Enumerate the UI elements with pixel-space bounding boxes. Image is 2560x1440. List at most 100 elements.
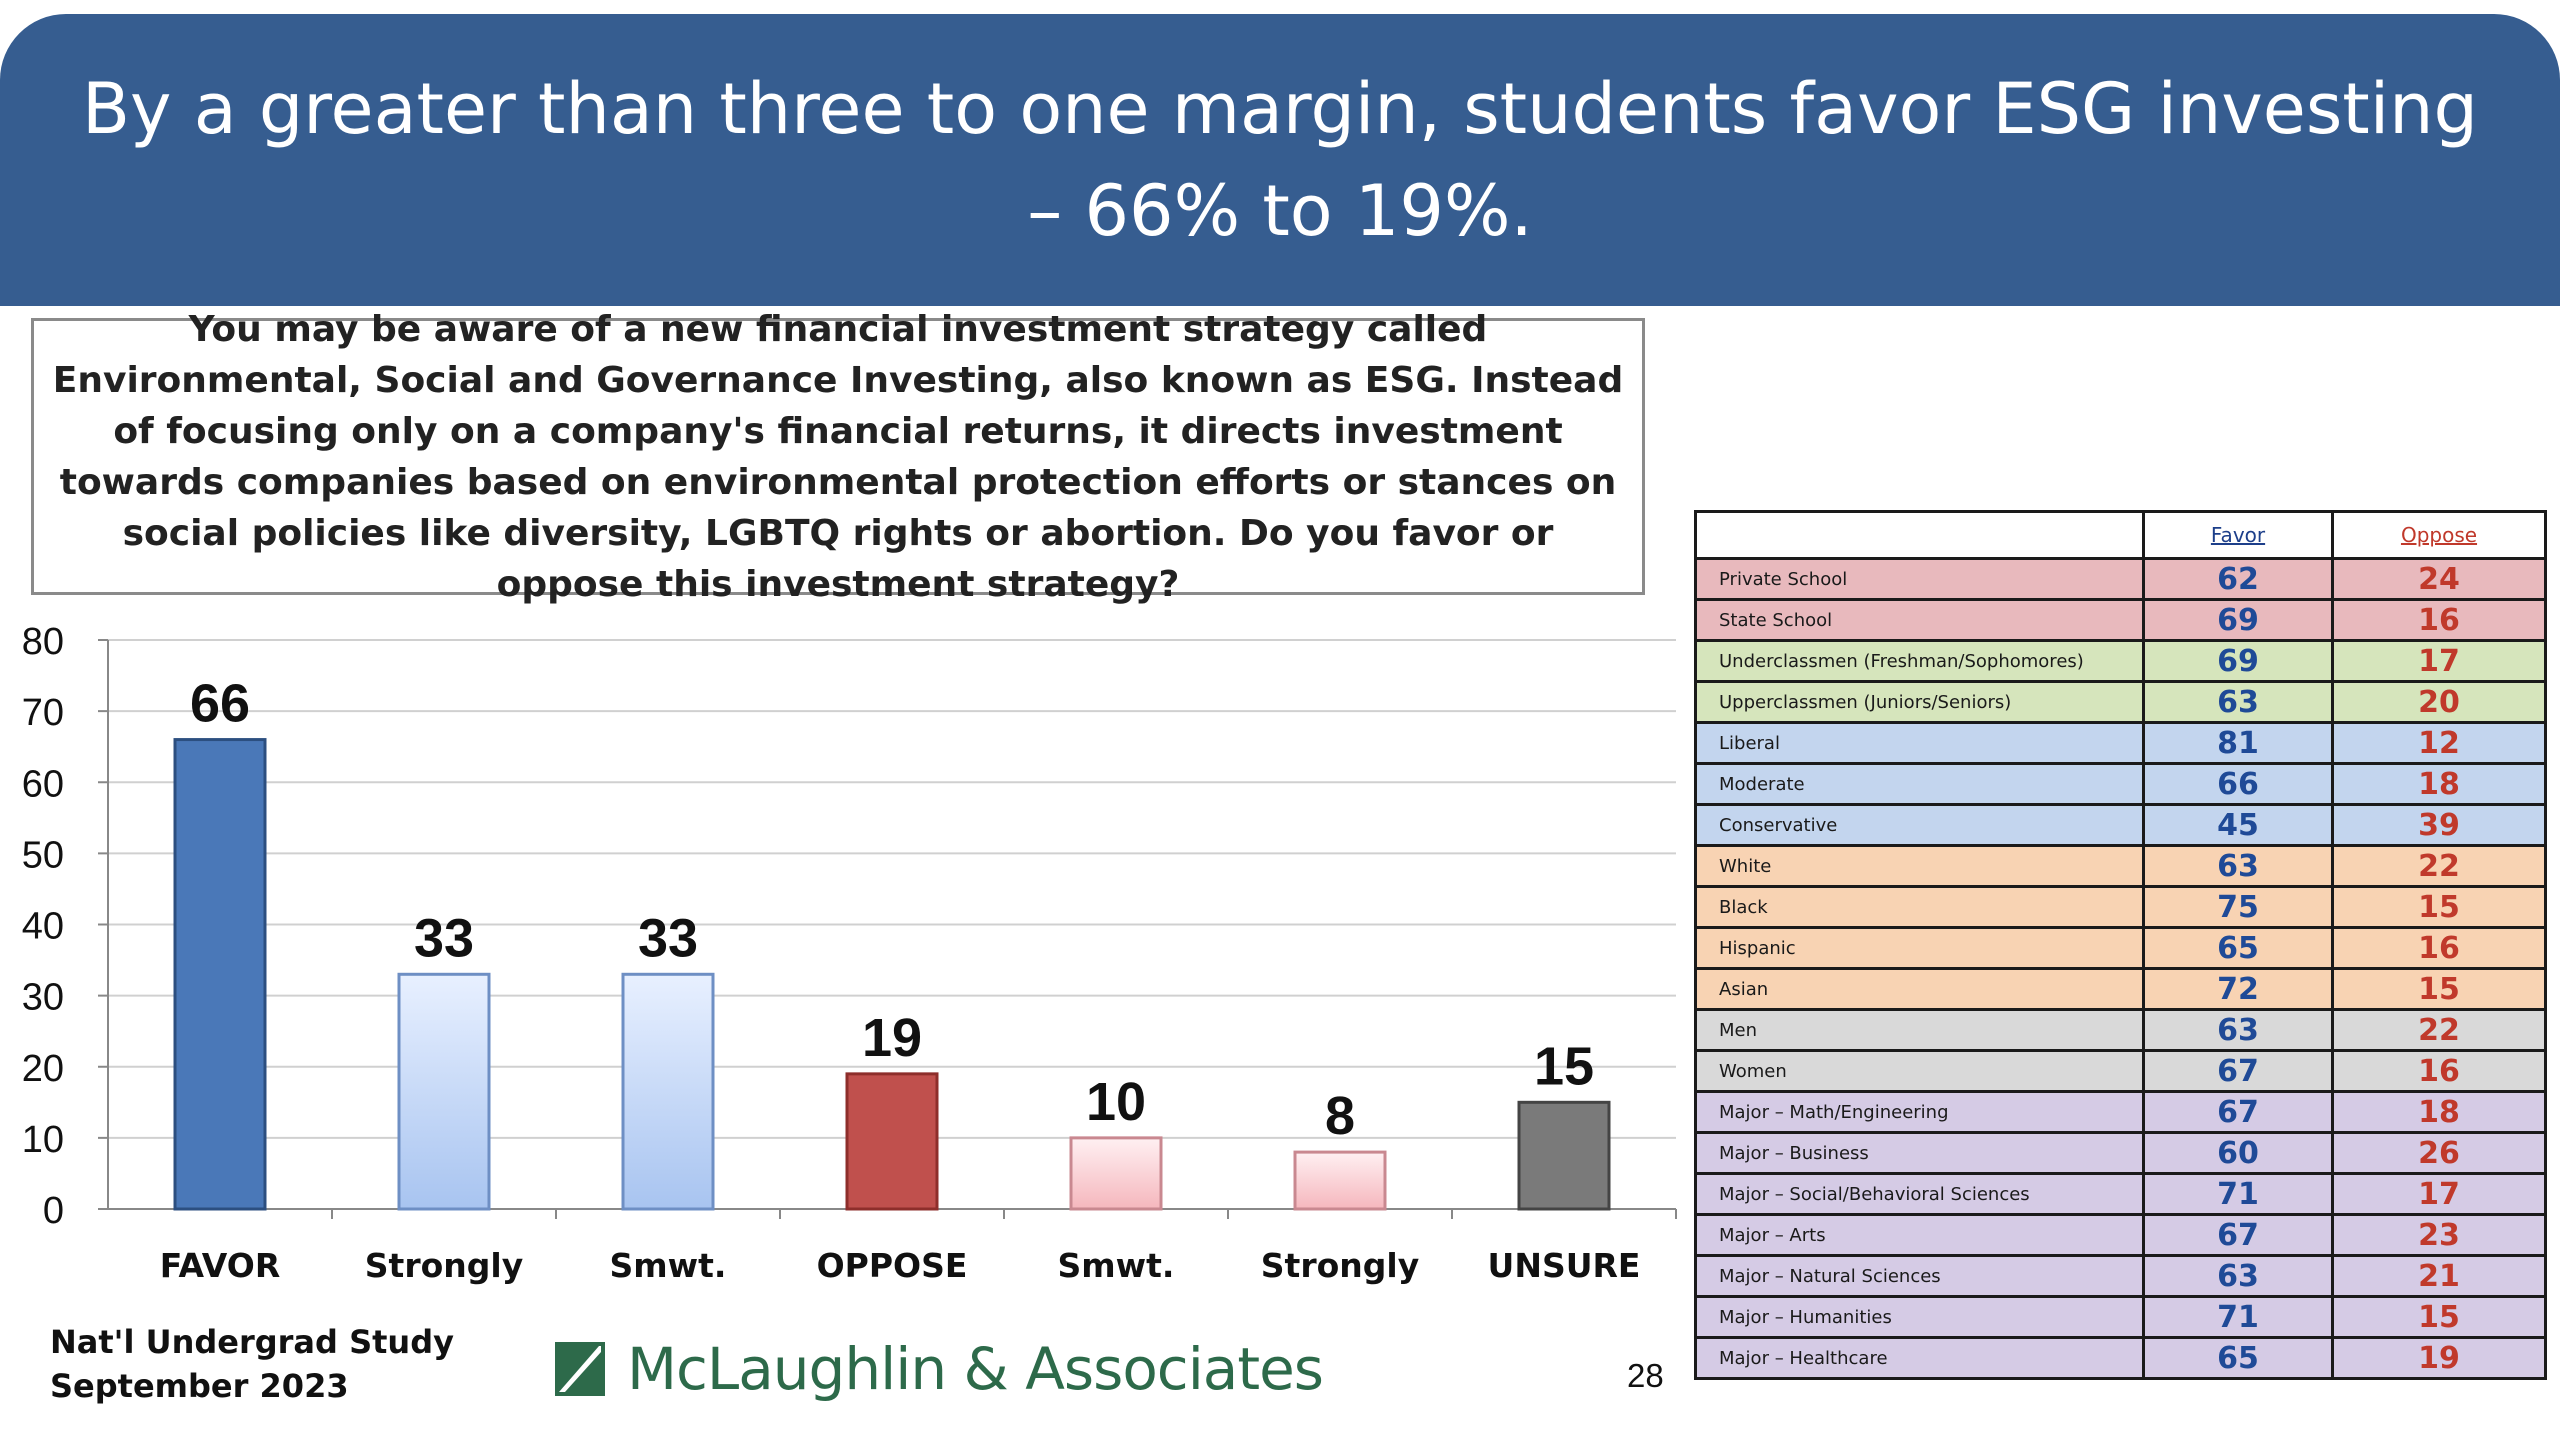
bar — [1517, 1100, 1611, 1211]
y-tick-label: 0 — [43, 1190, 64, 1232]
row-label: Major – Social/Behavioral Sciences — [1694, 1172, 2145, 1216]
bar — [845, 1072, 939, 1211]
oppose-value: 19 — [2331, 1336, 2547, 1380]
favor-value: 69 — [2142, 639, 2334, 683]
x-axis-labels: FAVOR Strongly Smwt. OPPOSE Smwt. Strongly UNS… — [160, 1209, 1677, 1285]
row-label: Underclassmen (Freshman/Sophomores) — [1694, 639, 2145, 683]
oppose-value: 15 — [2331, 967, 2547, 1011]
x-category-label: Smwt. — [1058, 1246, 1175, 1285]
row-label: Upperclassmen (Juniors/Seniors) — [1694, 680, 2145, 724]
row-label: Liberal — [1694, 721, 2145, 765]
y-tick-label: 60 — [22, 763, 64, 805]
table-row: Underclassmen (Freshman/Sophomores) 69 17 — [1694, 639, 2547, 683]
row-label: Black — [1694, 885, 2145, 929]
table-row: State School 69 16 — [1694, 598, 2547, 642]
table-row: Hispanic 65 16 — [1694, 926, 2547, 970]
study-date: September 2023 — [50, 1367, 349, 1405]
table-row: Major – Healthcare 65 19 — [1694, 1336, 2547, 1380]
x-category-label: FAVOR — [160, 1246, 280, 1285]
favor-value: 45 — [2142, 803, 2334, 847]
bar-chart: 0 10 20 30 40 50 60 70 80 66 33 33 19 10 8 15 FAVOR Str… — [22, 621, 1677, 1285]
favor-value: 60 — [2142, 1131, 2334, 1175]
title-banner: By a greater than three to one margin, s… — [0, 14, 2560, 306]
favor-value: 72 — [2142, 967, 2334, 1011]
table-header-blank — [1694, 510, 2145, 560]
y-tick-label: 80 — [22, 621, 64, 663]
oppose-value: 21 — [2331, 1254, 2547, 1298]
table-row: Major – Social/Behavioral Sciences 71 17 — [1694, 1172, 2547, 1216]
y-tick-label: 50 — [22, 834, 64, 876]
favor-value: 67 — [2142, 1090, 2334, 1134]
oppose-value: 15 — [2331, 885, 2547, 929]
crosstab-table: Favor Oppose Private School 62 24 State Sch… — [1694, 510, 2547, 1380]
row-label: Asian — [1694, 967, 2145, 1011]
oppose-value: 17 — [2331, 639, 2547, 683]
table-row: Major – Humanities 71 15 — [1694, 1295, 2547, 1339]
favor-value: 62 — [2142, 557, 2334, 601]
table-row: Private School 62 24 — [1694, 557, 2547, 601]
oppose-value: 16 — [2331, 598, 2547, 642]
table-header-row: Favor Oppose — [1694, 510, 2547, 560]
table-row: Black 75 15 — [1694, 885, 2547, 929]
favor-value: 71 — [2142, 1172, 2334, 1216]
favor-value: 65 — [2142, 926, 2334, 970]
favor-value: 63 — [2142, 1254, 2334, 1298]
bar-data-label: 10 — [1086, 1072, 1146, 1132]
row-label: Major – Healthcare — [1694, 1336, 2145, 1380]
bar-data-label: 33 — [414, 908, 474, 968]
question-box: You may be aware of a new financial inve… — [31, 309, 1645, 605]
y-tick-label: 20 — [22, 1048, 64, 1090]
study-info: Nat'l Undergrad Study September 2023 — [50, 1320, 454, 1408]
oppose-value: 24 — [2331, 557, 2547, 601]
bar-data-label: 33 — [638, 908, 698, 968]
row-label: Major – Business — [1694, 1131, 2145, 1175]
table-row: Major – Arts 67 23 — [1694, 1213, 2547, 1257]
bar — [173, 738, 267, 1211]
oppose-value: 12 — [2331, 721, 2547, 765]
favor-value: 66 — [2142, 762, 2334, 806]
bars: 66 33 33 19 10 8 15 — [173, 674, 1611, 1211]
favor-value: 63 — [2142, 680, 2334, 724]
y-tick-label: 40 — [22, 906, 64, 948]
oppose-value: 23 — [2331, 1213, 2547, 1257]
bar — [621, 972, 715, 1211]
bar — [1069, 1136, 1163, 1211]
x-category-label: Strongly — [1261, 1246, 1419, 1285]
row-label: Private School — [1694, 557, 2145, 601]
row-label: Major – Natural Sciences — [1694, 1254, 2145, 1298]
gridlines — [108, 639, 1676, 1139]
oppose-value: 16 — [2331, 926, 2547, 970]
study-name: Nat'l Undergrad Study — [50, 1323, 454, 1361]
favor-value: 67 — [2142, 1213, 2334, 1257]
row-label: State School — [1694, 598, 2145, 642]
x-category-label: Strongly — [365, 1246, 523, 1285]
table-row: Major – Business 60 26 — [1694, 1131, 2547, 1175]
bar-data-label: 19 — [862, 1008, 922, 1068]
oppose-value: 15 — [2331, 1295, 2547, 1339]
table-row: Major – Natural Sciences 63 21 — [1694, 1254, 2547, 1298]
favor-value: 71 — [2142, 1295, 2334, 1339]
table-row: Conservative 45 39 — [1694, 803, 2547, 847]
row-label: Moderate — [1694, 762, 2145, 806]
x-category-label: UNSURE — [1488, 1246, 1641, 1285]
favor-value: 65 — [2142, 1336, 2334, 1380]
logo-text: McLaughlin & Associates — [627, 1335, 1324, 1403]
row-label: Major – Arts — [1694, 1213, 2145, 1257]
favor-value: 63 — [2142, 844, 2334, 888]
bar-data-label: 66 — [190, 674, 250, 734]
y-tick-label: 10 — [22, 1119, 64, 1161]
row-label: Major – Humanities — [1694, 1295, 2145, 1339]
row-label: Women — [1694, 1049, 2145, 1093]
logo-mark-icon — [555, 1342, 605, 1396]
table-row: Asian 72 15 — [1694, 967, 2547, 1011]
oppose-value: 39 — [2331, 803, 2547, 847]
table-row: Moderate 66 18 — [1694, 762, 2547, 806]
table-header-favor: Favor — [2142, 510, 2334, 560]
bar — [397, 972, 491, 1211]
y-axis: 0 10 20 30 40 50 60 70 80 — [22, 621, 1676, 1232]
favor-value: 69 — [2142, 598, 2334, 642]
favor-value: 81 — [2142, 721, 2334, 765]
x-category-label: Smwt. — [610, 1246, 727, 1285]
question-text: You may be aware of a new financial inve… — [52, 308, 1624, 605]
row-label: Major – Math/Engineering — [1694, 1090, 2145, 1134]
